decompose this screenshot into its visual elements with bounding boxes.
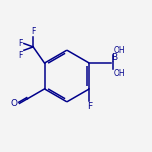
Text: F: F: [19, 51, 23, 60]
Text: F: F: [19, 39, 23, 48]
Text: OH: OH: [114, 46, 126, 55]
Text: O: O: [11, 99, 18, 108]
Text: OH: OH: [114, 69, 126, 78]
Text: F: F: [87, 102, 92, 111]
Text: B: B: [111, 53, 117, 62]
Text: F: F: [31, 27, 35, 36]
